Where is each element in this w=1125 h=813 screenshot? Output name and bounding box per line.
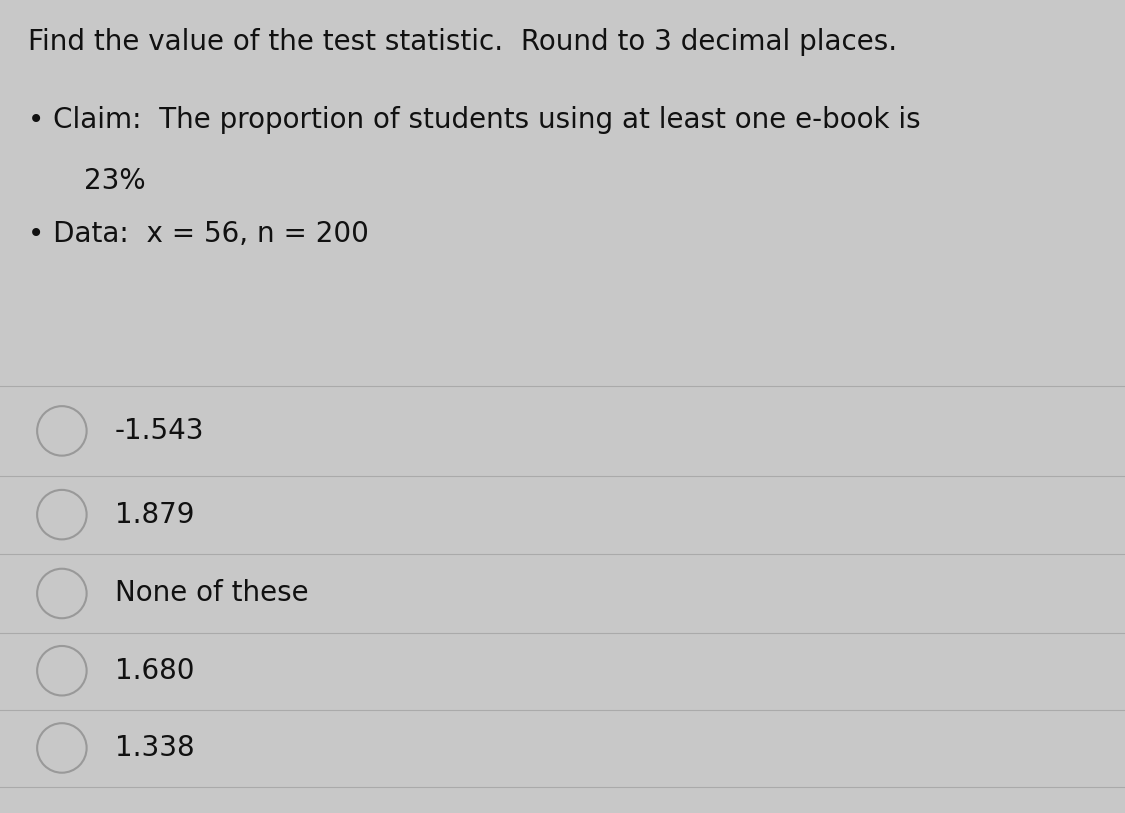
Text: 1.338: 1.338 bbox=[115, 734, 195, 762]
Text: 1.680: 1.680 bbox=[115, 657, 195, 685]
Text: -1.543: -1.543 bbox=[115, 417, 205, 445]
Text: • Data:  x = 56, n = 200: • Data: x = 56, n = 200 bbox=[28, 220, 369, 247]
Text: 23%: 23% bbox=[84, 167, 146, 194]
Text: Find the value of the test statistic.  Round to 3 decimal places.: Find the value of the test statistic. Ro… bbox=[28, 28, 898, 56]
Text: • Claim:  The proportion of students using at least one e-book is: • Claim: The proportion of students usin… bbox=[28, 106, 920, 133]
Text: 1.879: 1.879 bbox=[115, 501, 195, 528]
Text: None of these: None of these bbox=[115, 580, 308, 607]
